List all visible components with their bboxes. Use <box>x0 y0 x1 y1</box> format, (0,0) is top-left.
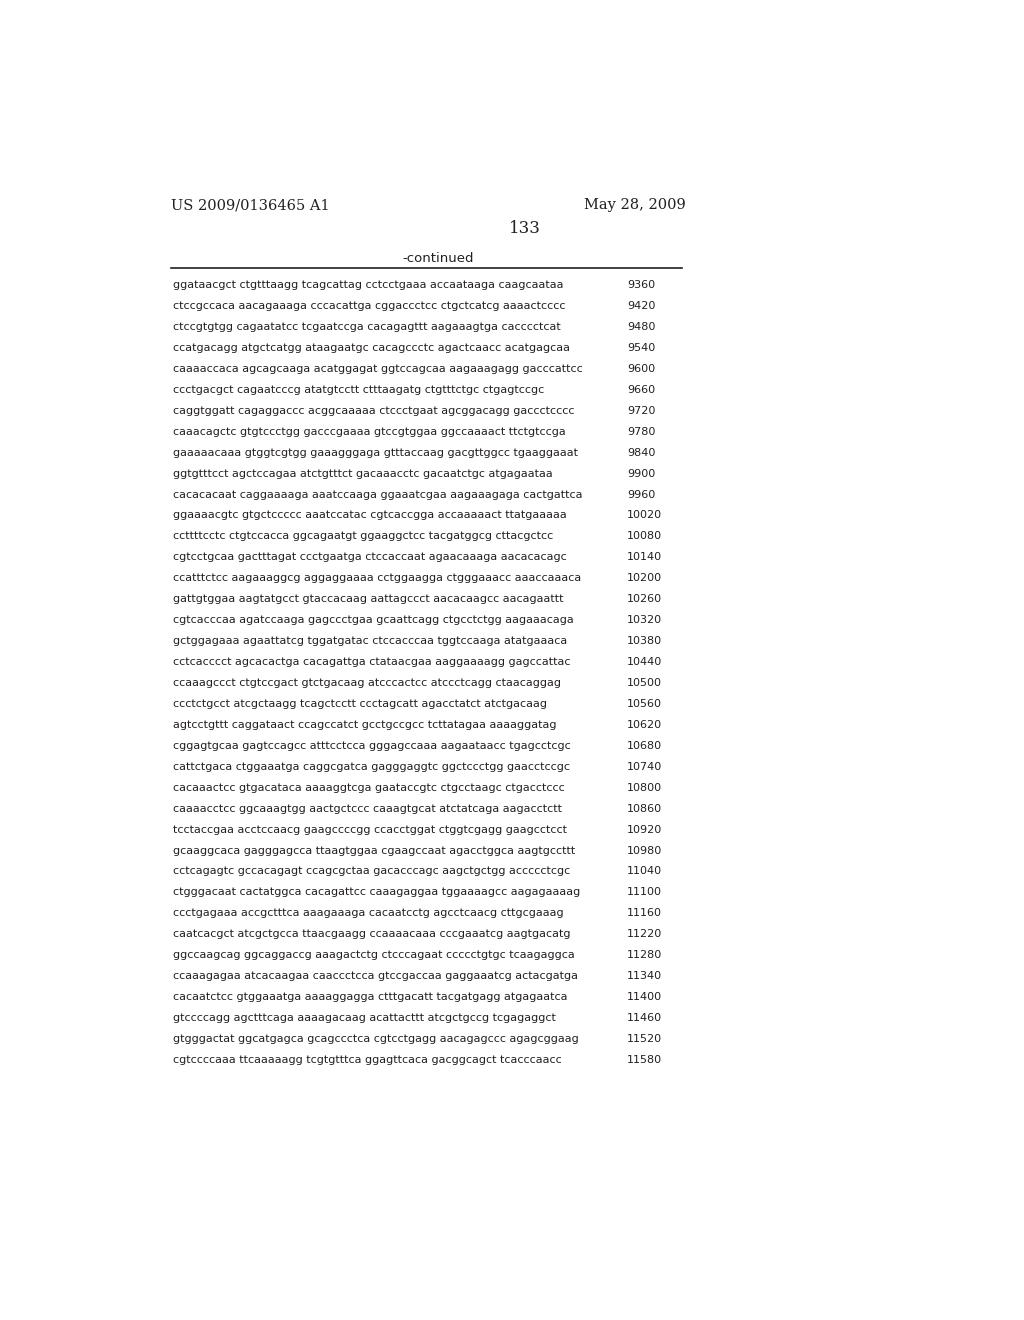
Text: cattctgaca ctggaaatga caggcgatca gagggaggtc ggctccctgg gaacctccgc: cattctgaca ctggaaatga caggcgatca gagggag… <box>173 762 570 772</box>
Text: 10860: 10860 <box>627 804 663 813</box>
Text: ccctgacgct cagaatcccg atatgtcctt ctttaagatg ctgtttctgc ctgagtccgc: ccctgacgct cagaatcccg atatgtcctt ctttaag… <box>173 385 544 395</box>
Text: gattgtggaa aagtatgcct gtaccacaag aattagccct aacacaagcc aacagaattt: gattgtggaa aagtatgcct gtaccacaag aattagc… <box>173 594 563 605</box>
Text: caaacagctc gtgtccctgg gacccgaaaa gtccgtggaa ggccaaaact ttctgtccga: caaacagctc gtgtccctgg gacccgaaaa gtccgtg… <box>173 426 565 437</box>
Text: ccttttcctc ctgtccacca ggcagaatgt ggaaggctcc tacgatggcg cttacgctcc: ccttttcctc ctgtccacca ggcagaatgt ggaaggc… <box>173 532 553 541</box>
Text: 11160: 11160 <box>627 908 663 919</box>
Text: 10740: 10740 <box>627 762 663 772</box>
Text: 11220: 11220 <box>627 929 663 940</box>
Text: ctccgccaca aacagaaaga cccacattga cggaccctcc ctgctcatcg aaaactcccc: ctccgccaca aacagaaaga cccacattga cggaccc… <box>173 301 565 312</box>
Text: cctcagagtc gccacagagt ccagcgctaa gacacccagc aagctgctgg accccctcgc: cctcagagtc gccacagagt ccagcgctaa gacaccc… <box>173 866 570 876</box>
Text: cgtcacccaa agatccaaga gagccctgaa gcaattcagg ctgcctctgg aagaaacaga: cgtcacccaa agatccaaga gagccctgaa gcaattc… <box>173 615 573 626</box>
Text: 9780: 9780 <box>627 426 655 437</box>
Text: 10320: 10320 <box>627 615 663 626</box>
Text: 10080: 10080 <box>627 532 663 541</box>
Text: 10500: 10500 <box>627 678 663 688</box>
Text: caatcacgct atcgctgcca ttaacgaagg ccaaaacaaa cccgaaatcg aagtgacatg: caatcacgct atcgctgcca ttaacgaagg ccaaaac… <box>173 929 570 940</box>
Text: May 28, 2009: May 28, 2009 <box>585 198 686 213</box>
Text: 9600: 9600 <box>627 364 655 374</box>
Text: 10380: 10380 <box>627 636 663 645</box>
Text: 9660: 9660 <box>627 385 655 395</box>
Text: 10020: 10020 <box>627 511 663 520</box>
Text: agtcctgttt caggataact ccagccatct gcctgccgcc tcttatagaa aaaaggatag: agtcctgttt caggataact ccagccatct gcctgcc… <box>173 719 556 730</box>
Text: gctggagaaa agaattatcg tggatgatac ctccacccaa tggtccaaga atatgaaaca: gctggagaaa agaattatcg tggatgatac ctccacc… <box>173 636 567 645</box>
Text: cacacacaat caggaaaaga aaatccaaga ggaaatcgaa aagaaagaga cactgattca: cacacacaat caggaaaaga aaatccaaga ggaaatc… <box>173 490 583 499</box>
Text: gtccccagg agctttcaga aaaagacaag acattacttt atcgctgccg tcgagaggct: gtccccagg agctttcaga aaaagacaag acattact… <box>173 1014 556 1023</box>
Text: 10200: 10200 <box>627 573 663 583</box>
Text: 10440: 10440 <box>627 657 663 667</box>
Text: 11340: 11340 <box>627 972 663 981</box>
Text: ggataacgct ctgtttaagg tcagcattag cctcctgaaa accaataaga caagcaataa: ggataacgct ctgtttaagg tcagcattag cctcctg… <box>173 280 563 290</box>
Text: cgtcctgcaa gactttagat ccctgaatga ctccaccaat agaacaaaga aacacacagc: cgtcctgcaa gactttagat ccctgaatga ctccacc… <box>173 552 566 562</box>
Text: ccaaagagaa atcacaagaa caaccctcca gtccgaccaa gaggaaatcg actacgatga: ccaaagagaa atcacaagaa caaccctcca gtccgac… <box>173 972 578 981</box>
Text: gcaaggcaca gagggagcca ttaagtggaa cgaagccaat agacctggca aagtgccttt: gcaaggcaca gagggagcca ttaagtggaa cgaagcc… <box>173 846 575 855</box>
Text: caaaacctcc ggcaaagtgg aactgctccc caaagtgcat atctatcaga aagacctctt: caaaacctcc ggcaaagtgg aactgctccc caaagtg… <box>173 804 562 813</box>
Text: ctccgtgtgg cagaatatcc tcgaatccga cacagagttt aagaaagtga cacccctcat: ctccgtgtgg cagaatatcc tcgaatccga cacagag… <box>173 322 561 331</box>
Text: cacaaactcc gtgacataca aaaaggtcga gaataccgtc ctgcctaagc ctgacctccc: cacaaactcc gtgacataca aaaaggtcga gaatacc… <box>173 783 564 793</box>
Text: 9720: 9720 <box>627 405 655 416</box>
Text: 11100: 11100 <box>627 887 663 898</box>
Text: 10260: 10260 <box>627 594 663 605</box>
Text: 11520: 11520 <box>627 1034 663 1044</box>
Text: ccaaagccct ctgtccgact gtctgacaag atcccactcc atccctcagg ctaacaggag: ccaaagccct ctgtccgact gtctgacaag atcccac… <box>173 678 561 688</box>
Text: cctcacccct agcacactga cacagattga ctataacgaa aaggaaaagg gagccattac: cctcacccct agcacactga cacagattga ctataac… <box>173 657 570 667</box>
Text: cacaatctcc gtggaaatga aaaaggagga ctttgacatt tacgatgagg atgagaatca: cacaatctcc gtggaaatga aaaaggagga ctttgac… <box>173 993 567 1002</box>
Text: 9360: 9360 <box>627 280 655 290</box>
Text: 9420: 9420 <box>627 301 655 312</box>
Text: caaaaccaca agcagcaaga acatggagat ggtccagcaa aagaaagagg gacccattcc: caaaaccaca agcagcaaga acatggagat ggtccag… <box>173 364 583 374</box>
Text: 11460: 11460 <box>627 1014 663 1023</box>
Text: gtgggactat ggcatgagca gcagccctca cgtcctgagg aacagagccc agagcggaag: gtgggactat ggcatgagca gcagccctca cgtcctg… <box>173 1034 579 1044</box>
Text: caggtggatt cagaggaccc acggcaaaaa ctccctgaat agcggacagg gaccctcccc: caggtggatt cagaggaccc acggcaaaaa ctccctg… <box>173 405 574 416</box>
Text: US 2009/0136465 A1: US 2009/0136465 A1 <box>171 198 330 213</box>
Text: 11280: 11280 <box>627 950 663 960</box>
Text: 9840: 9840 <box>627 447 655 458</box>
Text: ggccaagcag ggcaggaccg aaagactctg ctcccagaat ccccctgtgc tcaagaggca: ggccaagcag ggcaggaccg aaagactctg ctcccag… <box>173 950 574 960</box>
Text: tcctaccgaa acctccaacg gaagccccgg ccacctggat ctggtcgagg gaagcctcct: tcctaccgaa acctccaacg gaagccccgg ccacctg… <box>173 825 567 834</box>
Text: 10620: 10620 <box>627 719 663 730</box>
Text: cggagtgcaa gagtccagcc atttcctcca gggagccaaa aagaataacc tgagcctcgc: cggagtgcaa gagtccagcc atttcctcca gggagcc… <box>173 741 570 751</box>
Text: 10800: 10800 <box>627 783 663 793</box>
Text: ccctctgcct atcgctaagg tcagctcctt ccctagcatt agacctatct atctgacaag: ccctctgcct atcgctaagg tcagctcctt ccctagc… <box>173 700 547 709</box>
Text: 9540: 9540 <box>627 343 655 352</box>
Text: ccatgacagg atgctcatgg ataagaatgc cacagccctc agactcaacc acatgagcaa: ccatgacagg atgctcatgg ataagaatgc cacagcc… <box>173 343 570 352</box>
Text: 133: 133 <box>509 220 541 238</box>
Text: 10680: 10680 <box>627 741 663 751</box>
Text: ggtgtttcct agctccagaa atctgtttct gacaaacctc gacaatctgc atgagaataa: ggtgtttcct agctccagaa atctgtttct gacaaac… <box>173 469 553 479</box>
Text: 10140: 10140 <box>627 552 663 562</box>
Text: 9900: 9900 <box>627 469 655 479</box>
Text: 11040: 11040 <box>627 866 663 876</box>
Text: ctgggacaat cactatggca cacagattcc caaagaggaa tggaaaagcc aagagaaaag: ctgggacaat cactatggca cacagattcc caaagag… <box>173 887 581 898</box>
Text: 10980: 10980 <box>627 846 663 855</box>
Text: -continued: -continued <box>402 252 474 265</box>
Text: 10560: 10560 <box>627 700 663 709</box>
Text: ccatttctcc aagaaaggcg aggaggaaaa cctggaagga ctgggaaacc aaaccaaaca: ccatttctcc aagaaaggcg aggaggaaaa cctggaa… <box>173 573 582 583</box>
Text: 11400: 11400 <box>627 993 663 1002</box>
Text: 9960: 9960 <box>627 490 655 499</box>
Text: 11580: 11580 <box>627 1055 663 1065</box>
Text: gaaaaacaaa gtggtcgtgg gaaagggaga gtttaccaag gacgttggcc tgaaggaaat: gaaaaacaaa gtggtcgtgg gaaagggaga gtttacc… <box>173 447 578 458</box>
Text: cgtccccaaa ttcaaaaagg tcgtgtttca ggagttcaca gacggcagct tcacccaacc: cgtccccaaa ttcaaaaagg tcgtgtttca ggagttc… <box>173 1055 562 1065</box>
Text: 9480: 9480 <box>627 322 655 331</box>
Text: 10920: 10920 <box>627 825 663 834</box>
Text: ggaaaacgtc gtgctccccc aaatccatac cgtcaccgga accaaaaact ttatgaaaaa: ggaaaacgtc gtgctccccc aaatccatac cgtcacc… <box>173 511 566 520</box>
Text: ccctgagaaa accgctttca aaagaaaga cacaatcctg agcctcaacg cttgcgaaag: ccctgagaaa accgctttca aaagaaaga cacaatcc… <box>173 908 563 919</box>
